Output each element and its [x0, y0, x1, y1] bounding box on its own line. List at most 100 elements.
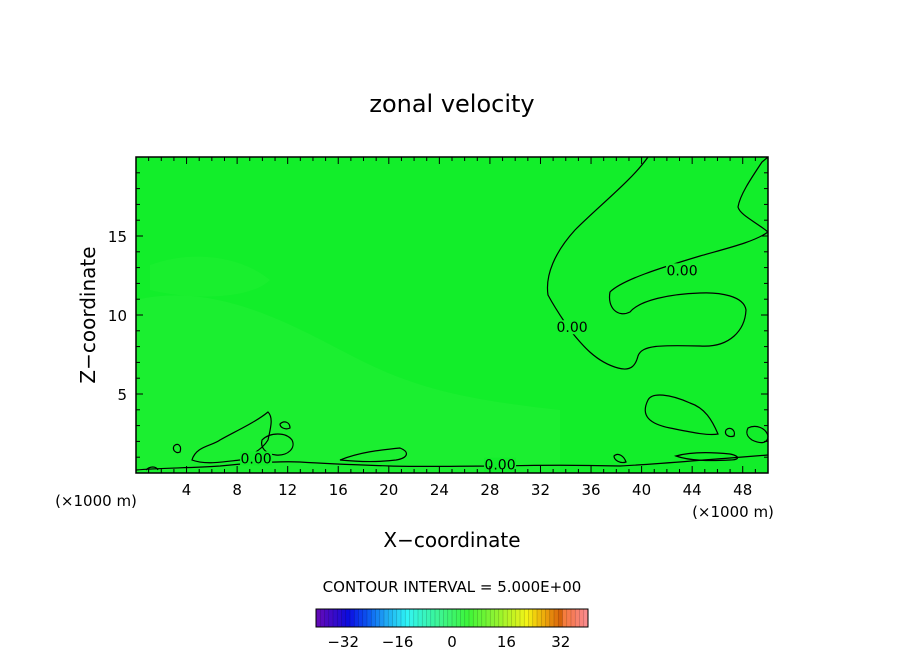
colorbar-swatch — [545, 609, 551, 627]
x-unit-right: (×1000 m) — [692, 503, 774, 521]
colorbar-swatch — [435, 609, 440, 627]
colorbar-swatch — [486, 609, 491, 627]
colorbar-swatch — [333, 609, 338, 627]
colorbar-swatch — [520, 609, 525, 627]
colorbar-swatch — [554, 609, 559, 627]
colorbar-swatch — [532, 609, 538, 627]
contour-lines — [135, 156, 769, 471]
contour-line — [546, 156, 769, 370]
y-axis-label: Z−coordinate — [76, 246, 100, 383]
colorbar-swatch — [426, 609, 432, 627]
y-tick-label: 15 — [108, 228, 127, 246]
colorbar-swatch — [367, 609, 372, 627]
colorbar-swatch — [566, 609, 572, 627]
colorbar-swatch — [418, 609, 423, 627]
colorbar-swatch — [558, 609, 563, 627]
chart-title: zonal velocity — [369, 90, 534, 118]
colorbar-swatch — [537, 609, 542, 627]
colorbar-swatch — [422, 609, 427, 627]
contour-line — [613, 453, 627, 464]
x-tick-label: 44 — [683, 481, 702, 499]
colorbar-swatch — [481, 609, 487, 627]
colorbar-swatch — [405, 609, 410, 627]
colorbar-swatch — [498, 609, 504, 627]
contour-line — [674, 452, 739, 462]
colorbar-swatch — [320, 609, 325, 627]
colorbar-swatch — [528, 609, 534, 627]
colorbar-tick-label: 32 — [551, 633, 570, 651]
contour-label: 0.00 — [484, 458, 515, 474]
contour-line — [191, 411, 272, 464]
colorbar-swatch — [579, 609, 585, 627]
colorbar-swatch — [511, 609, 517, 627]
x-tick-label: 16 — [329, 481, 348, 499]
x-tick-label: 28 — [480, 481, 499, 499]
contour-line — [145, 466, 159, 471]
x-tick-label: 4 — [182, 481, 192, 499]
colorbar-frame — [315, 608, 589, 628]
colorbar-swatch — [490, 609, 495, 627]
contour-label-bg — [484, 457, 517, 472]
colorbar-swatch — [507, 609, 512, 627]
colorbar-swatch — [583, 609, 589, 627]
contour-line — [737, 156, 769, 233]
colorbar-swatch — [460, 609, 466, 627]
colorbar-tick-label: −16 — [382, 633, 414, 651]
contour-label: 0.00 — [666, 263, 697, 279]
colorbar-swatch — [464, 609, 470, 627]
x-axis-label: X−coordinate — [383, 528, 520, 552]
x-tick-label: 20 — [379, 481, 398, 499]
colorbar-swatch — [549, 609, 555, 627]
colorbar-swatch — [371, 609, 376, 627]
colorbar-swatch — [469, 609, 474, 627]
y-tick-label: 10 — [108, 307, 127, 325]
x-tick-label: 12 — [278, 481, 297, 499]
contour-label-bg — [556, 320, 589, 335]
contour-label: 0.00 — [240, 451, 271, 467]
y-tick-label: 5 — [117, 386, 127, 404]
x-unit-left: (×1000 m) — [55, 492, 137, 510]
colorbar-swatch — [409, 609, 415, 627]
x-tick-label: 36 — [581, 481, 600, 499]
colorbar-swatch — [477, 609, 483, 627]
colorbar-swatch — [375, 609, 381, 627]
colorbar-swatch — [328, 609, 334, 627]
colorbar-swatch — [503, 609, 508, 627]
contour-line — [644, 394, 719, 436]
colorbar-swatch — [379, 609, 385, 627]
colorbar-swatch — [439, 609, 444, 627]
colorbar-swatch — [392, 609, 398, 627]
contour-interval-text: CONTOUR INTERVAL = 5.000E+00 — [323, 578, 582, 596]
colorbar-swatch — [345, 609, 351, 627]
colorbar-swatch — [362, 609, 368, 627]
colorbar-swatch — [324, 609, 330, 627]
colorbar-swatch — [515, 609, 521, 627]
contour-label: 0.00 — [556, 320, 587, 336]
x-tick-label: 48 — [733, 481, 752, 499]
contour-line — [279, 421, 291, 430]
colorbar-swatch — [456, 609, 461, 627]
x-tick-label: 40 — [632, 481, 651, 499]
colorbar-swatch — [354, 609, 359, 627]
x-tick-label: 24 — [430, 481, 449, 499]
colorbar-swatch — [350, 609, 355, 627]
colorbar-tick-label: 0 — [447, 633, 457, 651]
colorbar-swatch — [447, 609, 453, 627]
colorbar-swatch — [452, 609, 457, 627]
field-background — [136, 157, 768, 473]
colorbar-swatch — [473, 609, 478, 627]
contour-label-bg — [666, 263, 699, 278]
colorbar-swatch — [524, 609, 529, 627]
contour-line — [339, 447, 407, 463]
colorbar-swatch — [413, 609, 419, 627]
contour-labels: 0.00 0.00 0.00 0.00 — [240, 263, 699, 474]
x-tick-label: 8 — [232, 481, 242, 499]
contour-line — [135, 454, 769, 471]
colorbar — [315, 609, 589, 627]
colorbar-swatch — [341, 609, 347, 627]
colorbar-swatch — [384, 609, 389, 627]
colorbar-swatch — [571, 609, 576, 627]
colorbar-swatch — [401, 609, 406, 627]
